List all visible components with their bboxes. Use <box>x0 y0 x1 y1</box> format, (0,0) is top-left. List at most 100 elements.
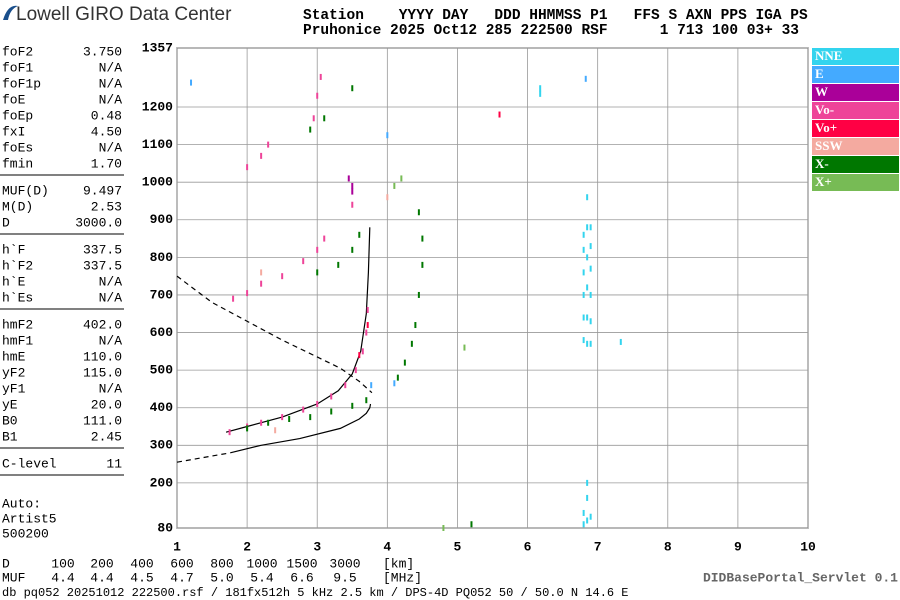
echo-point <box>246 425 249 432</box>
legend-label: E <box>815 66 824 81</box>
echo-point <box>316 246 319 253</box>
param-value: 0.48 <box>91 108 122 123</box>
y-tick-label: 800 <box>150 250 174 265</box>
echo-point <box>366 306 369 313</box>
echo-point <box>365 329 368 336</box>
param-name: B0 <box>2 413 18 428</box>
echo-point <box>319 73 322 80</box>
echo-point <box>281 414 284 421</box>
echo-point <box>228 429 231 436</box>
legend-swatch <box>812 174 899 191</box>
echo-point <box>366 322 369 329</box>
param-value: 4.50 <box>91 124 122 139</box>
echo-point <box>582 291 585 298</box>
echo-point <box>267 419 270 426</box>
param-value: 2.53 <box>91 199 122 214</box>
echo-point <box>582 337 585 344</box>
param-value: 1.70 <box>91 156 122 171</box>
legend-label: SSW <box>815 138 842 153</box>
legend-swatch <box>812 102 899 119</box>
muf-value: 4.7 <box>170 570 193 585</box>
echo-point <box>589 224 592 231</box>
echo-point <box>358 231 361 238</box>
distance: 100 <box>51 556 74 571</box>
footer: db pq052 20251012 222500.rsf / 181fx512h… <box>2 586 629 600</box>
param-name: yF1 <box>2 381 26 396</box>
muf-value: 4.5 <box>130 570 153 585</box>
legend-swatch <box>812 156 899 173</box>
echo-point <box>582 521 585 528</box>
echo-point <box>190 79 193 86</box>
param-name: hmF2 <box>2 317 33 332</box>
param-name: h`E <box>2 274 26 289</box>
echo-point <box>417 291 420 298</box>
y-tick-label: 1100 <box>142 137 173 152</box>
echo-point <box>337 261 340 268</box>
echo-point <box>260 280 263 287</box>
y-tick-label: 1000 <box>142 175 173 190</box>
autoscale-text: 500200 <box>2 526 49 541</box>
echo-point <box>539 90 542 97</box>
muf-value: 4.4 <box>90 570 114 585</box>
y-tick-label: 900 <box>150 212 174 227</box>
x-tick-label: 5 <box>454 539 462 554</box>
echo-point <box>586 254 589 261</box>
muf-value: 9.5 <box>333 570 356 585</box>
echo-point <box>414 322 417 329</box>
param-name: foF1p <box>2 76 41 91</box>
param-name: fxI <box>2 124 25 139</box>
muf-value: 4.4 <box>51 570 75 585</box>
echo-point <box>246 290 249 297</box>
echo-point <box>586 194 589 201</box>
distance: 400 <box>130 556 153 571</box>
echo-point <box>260 419 263 426</box>
legend-swatch <box>812 66 899 83</box>
param-name: hmF1 <box>2 333 33 348</box>
distance: [km] <box>383 556 414 571</box>
echo-point <box>417 209 420 216</box>
param-value: 3.750 <box>83 44 122 59</box>
muf-value: 5.0 <box>210 570 233 585</box>
legend-label: X- <box>815 156 829 171</box>
echo-point <box>396 374 399 381</box>
param-name: hmE <box>2 349 26 364</box>
echo-point <box>582 246 585 253</box>
header-values: Pruhonice 2025 Oct12 285 222500 RSF 1 71… <box>303 23 799 39</box>
echo-point <box>351 246 354 253</box>
param-name: yF2 <box>2 365 25 380</box>
param-value: N/A <box>99 76 123 91</box>
echo-point <box>281 273 284 280</box>
echo-point <box>442 525 445 531</box>
y-tick-label: 1357 <box>142 40 173 55</box>
param-value: 402.0 <box>83 317 122 332</box>
echo-point <box>589 243 592 250</box>
distance: 1000 <box>246 556 277 571</box>
echo-point <box>400 175 403 182</box>
y-tick-label: 80 <box>157 520 173 535</box>
echo-point <box>470 521 473 528</box>
param-name: foF1 <box>2 60 33 75</box>
echo-point <box>589 318 592 325</box>
param-value: 9.497 <box>83 183 122 198</box>
param-value: 111.0 <box>83 413 122 428</box>
y-tick-label: 300 <box>150 438 174 453</box>
plot-frame <box>176 47 809 529</box>
x-tick-label: 1 <box>173 539 181 554</box>
param-name: yE <box>2 397 18 412</box>
echo-point <box>586 314 589 321</box>
param-name: MUF(D) <box>2 183 49 198</box>
param-name: foF2 <box>2 44 33 59</box>
param-name: h`F <box>2 242 25 257</box>
param-value: 20.0 <box>91 397 122 412</box>
profile-curve <box>176 452 231 463</box>
echo-point <box>586 494 589 501</box>
legend-label: Vo+ <box>815 120 837 135</box>
legend-label: X+ <box>815 174 832 189</box>
echo-point <box>410 340 413 347</box>
param-name: h`F2 <box>2 258 33 273</box>
param-value: N/A <box>99 274 123 289</box>
echo-point <box>344 382 347 389</box>
echo-point <box>312 115 315 122</box>
distance: 200 <box>90 556 113 571</box>
